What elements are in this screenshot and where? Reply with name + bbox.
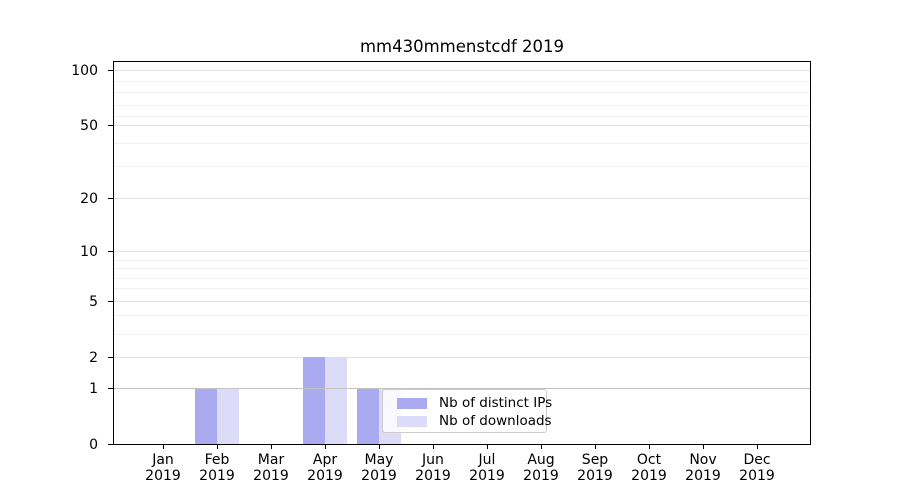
x-tick-label-jul: Jul 2019 [469, 452, 505, 484]
x-tick-label-jun: Jun 2019 [415, 452, 451, 484]
y-tick-50 [108, 125, 113, 126]
y-tick-label-20: 20 [80, 190, 98, 207]
gridline-y-30 [114, 166, 810, 167]
x-tick-label-feb: Feb 2019 [199, 452, 235, 484]
legend-item-distinct-ips: Nb of distinct IPs [397, 394, 552, 412]
gridline-y-40 [114, 143, 810, 144]
x-tick-label-aug: Aug 2019 [523, 452, 559, 484]
gridline-y-60 [114, 116, 810, 117]
plot-area: 0 1 2 5 10 20 50 100 Jan 2019 Feb 2019 Mar 2019 Apr… [71, 61, 811, 483]
legend-label-distinct-ips: Nb of distinct IPs [439, 395, 553, 411]
y-tick-1 [108, 388, 113, 389]
y-tick-label-100: 100 [71, 62, 98, 79]
x-tick-label-dec: Dec 2019 [739, 452, 775, 484]
bar-distinct-ips-feb [195, 388, 217, 444]
x-tick-3 [325, 445, 326, 449]
y-tick-label-5: 5 [89, 293, 98, 310]
gridline-y-4 [114, 315, 810, 316]
gridline-y-7 [114, 278, 810, 279]
x-tick-label-jan: Jan 2019 [145, 452, 181, 484]
gridline-y-5 [114, 301, 810, 302]
gridline-y-9 [114, 260, 810, 261]
gridline-y-90 [114, 81, 810, 82]
gridline-y-50 [114, 125, 810, 126]
gridline-y-70 [114, 105, 810, 106]
distinct-ips-swatch-icon [397, 397, 427, 409]
y-tick-0 [108, 444, 113, 445]
x-tick-label-oct: Oct 2019 [631, 452, 667, 484]
x-tick-5 [433, 445, 434, 449]
y-tick-20 [108, 198, 113, 199]
gridline-y-3 [114, 334, 810, 335]
bar-downloads-feb [217, 388, 239, 444]
chart-title: mm430mmenstcdf 2019 [359, 37, 565, 56]
y-tick-label-1: 1 [89, 380, 98, 397]
gridline-y-20 [114, 198, 810, 199]
y-tick-2 [108, 357, 113, 358]
y-tick-label-2: 2 [89, 349, 98, 366]
y-tick-label-0: 0 [89, 436, 98, 453]
bar-distinct-ips-may [357, 388, 379, 444]
legend-item-downloads: Nb of downloads [397, 412, 552, 430]
legend-label-downloads: Nb of downloads [439, 413, 552, 429]
x-tick-9 [649, 445, 650, 449]
x-tick-2 [271, 445, 272, 449]
x-tick-7 [541, 445, 542, 449]
gridline-y-1 [114, 388, 810, 389]
x-tick-0 [163, 445, 164, 449]
legend: Nb of distinct IPs Nb of downloads [382, 389, 552, 433]
gridline-y-10 [114, 251, 810, 252]
x-tick-4 [379, 445, 380, 449]
gridline-y-8 [114, 268, 810, 269]
y-tick-10 [108, 251, 113, 252]
y-tick-5 [108, 301, 113, 302]
y-tick-label-50: 50 [80, 117, 98, 134]
x-tick-6 [487, 445, 488, 449]
x-tick-label-mar: Mar 2019 [253, 452, 289, 484]
x-tick-label-nov: Nov 2019 [685, 452, 721, 484]
x-tick-label-sep: Sep 2019 [577, 452, 613, 484]
x-tick-8 [595, 445, 596, 449]
y-tick-label-10: 10 [80, 243, 98, 260]
bar-distinct-ips-apr [303, 357, 325, 444]
x-tick-11 [757, 445, 758, 449]
y-tick-100 [108, 70, 113, 71]
x-tick-label-apr: Apr 2019 [307, 452, 343, 484]
gridline-y-2 [114, 357, 810, 358]
gridline-y-100 [114, 70, 810, 71]
gridline-y-80 [114, 92, 810, 93]
downloads-swatch-icon [397, 415, 427, 427]
x-tick-10 [703, 445, 704, 449]
x-tick-label-may: May 2019 [361, 452, 397, 484]
gridline-y-6 [114, 288, 810, 289]
x-tick-1 [217, 445, 218, 449]
bar-downloads-apr [325, 357, 347, 444]
